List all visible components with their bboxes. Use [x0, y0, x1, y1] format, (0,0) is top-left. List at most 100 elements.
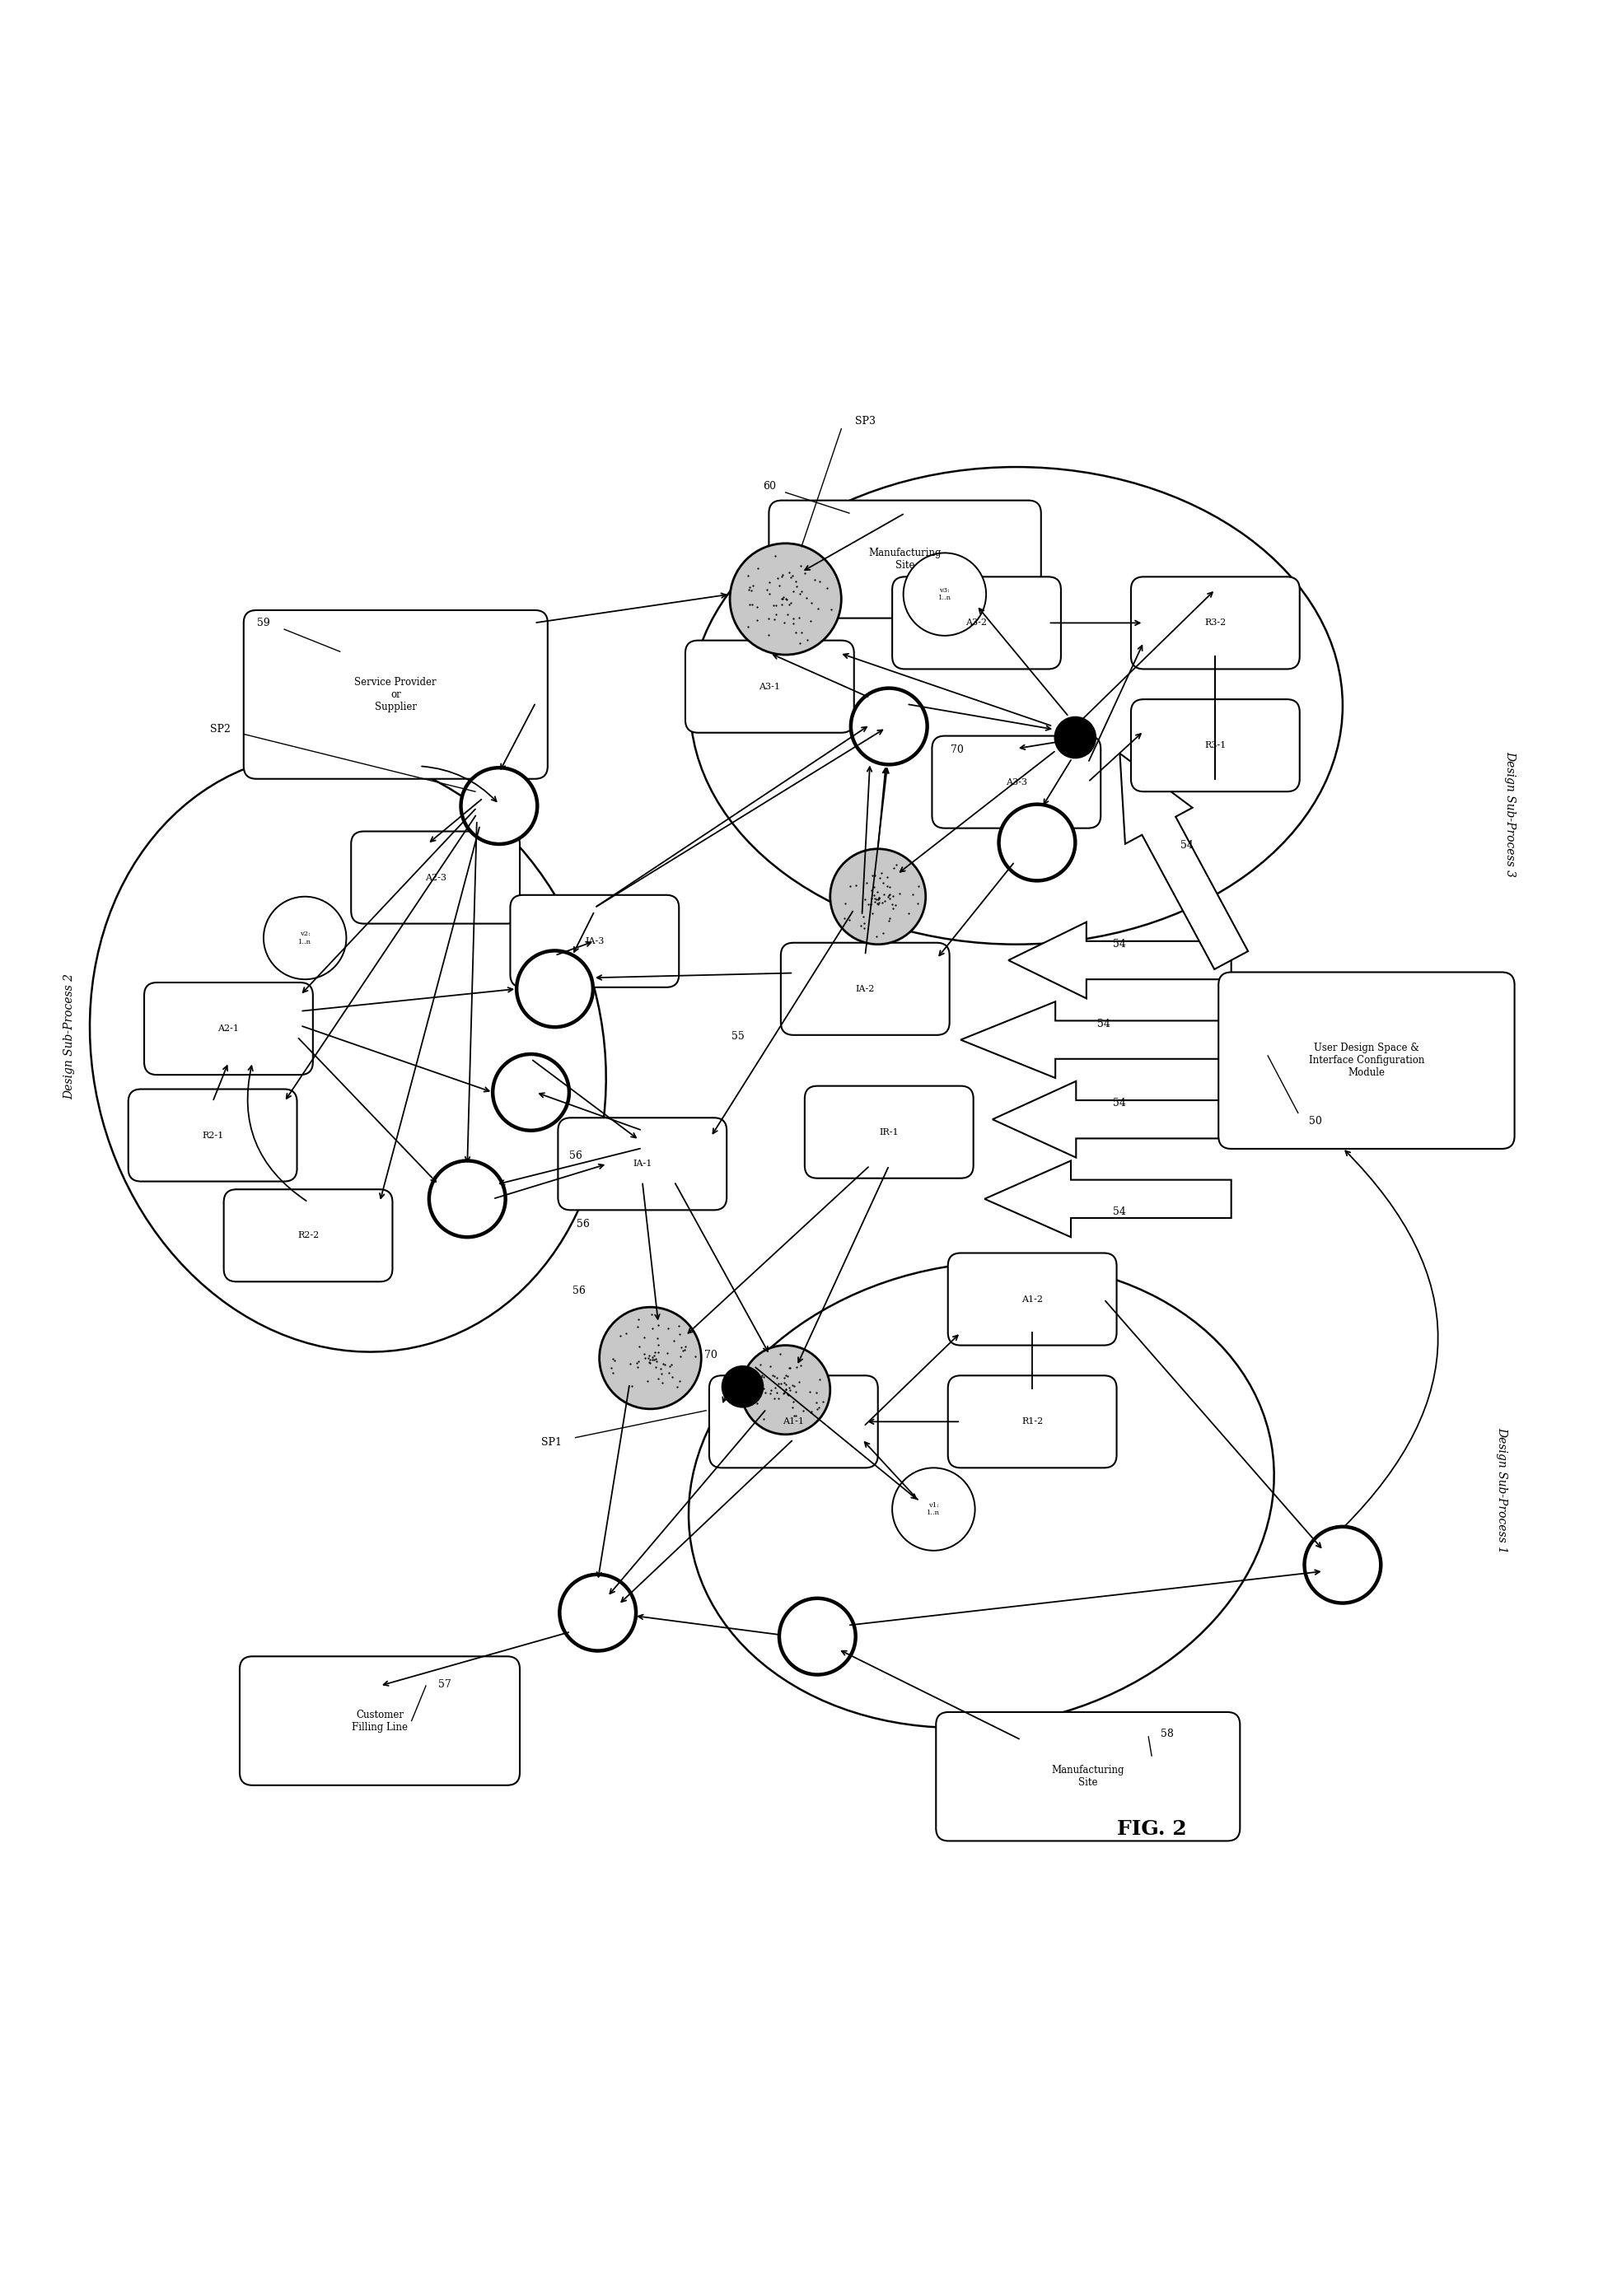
FancyBboxPatch shape	[805, 1086, 973, 1178]
Circle shape	[851, 689, 927, 765]
Text: Design Sub-Process 3: Design Sub-Process 3	[1504, 751, 1515, 877]
Text: SP2: SP2	[210, 723, 231, 735]
Text: 70: 70	[951, 744, 963, 755]
Circle shape	[830, 850, 925, 944]
Text: SP3: SP3	[854, 416, 875, 427]
FancyArrowPatch shape	[380, 827, 479, 1199]
Text: Design Sub-Process 2: Design Sub-Process 2	[64, 974, 75, 1100]
FancyArrowPatch shape	[909, 705, 1050, 730]
FancyArrowPatch shape	[303, 987, 513, 1010]
FancyArrowPatch shape	[843, 654, 1052, 726]
FancyBboxPatch shape	[936, 1713, 1241, 1841]
FancyBboxPatch shape	[1218, 971, 1515, 1148]
FancyArrowPatch shape	[862, 767, 872, 914]
FancyBboxPatch shape	[931, 737, 1101, 829]
FancyArrowPatch shape	[596, 1387, 630, 1577]
FancyBboxPatch shape	[1132, 700, 1300, 792]
Text: v1:
1..n: v1: 1..n	[927, 1502, 941, 1515]
Circle shape	[263, 898, 346, 980]
FancyArrowPatch shape	[213, 1065, 228, 1100]
FancyArrowPatch shape	[431, 799, 481, 843]
Circle shape	[729, 544, 842, 654]
FancyArrowPatch shape	[287, 815, 476, 1097]
Text: IA-2: IA-2	[856, 985, 875, 992]
FancyArrowPatch shape	[596, 728, 867, 907]
Text: A3-1: A3-1	[758, 682, 781, 691]
FancyArrowPatch shape	[303, 1026, 489, 1091]
Circle shape	[462, 767, 537, 845]
Text: R3-1: R3-1	[1204, 742, 1226, 748]
Circle shape	[430, 1162, 505, 1238]
Text: 54: 54	[1112, 1205, 1127, 1217]
Text: A2-1: A2-1	[218, 1024, 239, 1033]
Text: 60: 60	[763, 480, 776, 491]
FancyArrowPatch shape	[798, 1169, 888, 1362]
Text: A1-1: A1-1	[782, 1417, 805, 1426]
FancyBboxPatch shape	[144, 983, 313, 1075]
Text: User Design Space &
Interface Configuration
Module: User Design Space & Interface Configurat…	[1308, 1042, 1425, 1079]
Circle shape	[893, 1467, 975, 1550]
FancyBboxPatch shape	[769, 501, 1040, 618]
FancyBboxPatch shape	[244, 611, 548, 778]
Text: 56: 56	[577, 1219, 590, 1231]
FancyArrowPatch shape	[979, 608, 1068, 714]
Text: v3:
1..n: v3: 1..n	[938, 588, 951, 602]
FancyArrowPatch shape	[1088, 645, 1143, 760]
FancyBboxPatch shape	[510, 895, 680, 987]
FancyArrowPatch shape	[1044, 760, 1071, 804]
FancyArrowPatch shape	[574, 914, 593, 953]
FancyArrowPatch shape	[495, 1164, 604, 1199]
FancyArrowPatch shape	[1090, 735, 1141, 781]
Text: 55: 55	[731, 1031, 744, 1042]
FancyBboxPatch shape	[709, 1375, 878, 1467]
FancyArrowPatch shape	[1106, 1302, 1321, 1548]
FancyArrowPatch shape	[713, 912, 853, 1134]
Circle shape	[516, 951, 593, 1026]
Text: 57: 57	[439, 1678, 452, 1690]
FancyBboxPatch shape	[1132, 576, 1300, 668]
Text: IR-1: IR-1	[880, 1127, 899, 1137]
FancyArrowPatch shape	[1020, 739, 1072, 748]
FancyArrowPatch shape	[773, 654, 867, 696]
Polygon shape	[960, 1001, 1231, 1079]
FancyArrowPatch shape	[866, 1336, 959, 1426]
Circle shape	[600, 1306, 701, 1410]
FancyBboxPatch shape	[686, 641, 854, 732]
Text: v2:
1..n: v2: 1..n	[298, 930, 311, 946]
FancyArrowPatch shape	[1050, 620, 1140, 625]
Text: IA-1: IA-1	[633, 1159, 652, 1169]
FancyArrowPatch shape	[1345, 1150, 1438, 1527]
FancyArrowPatch shape	[638, 1614, 779, 1635]
Text: 56: 56	[569, 1150, 582, 1162]
FancyArrowPatch shape	[1084, 592, 1212, 719]
FancyArrowPatch shape	[842, 1651, 1020, 1738]
FancyArrowPatch shape	[537, 592, 726, 622]
FancyBboxPatch shape	[128, 1088, 297, 1182]
Text: A2-3: A2-3	[425, 872, 446, 882]
Text: R2-2: R2-2	[297, 1231, 319, 1240]
FancyArrowPatch shape	[540, 1093, 640, 1130]
Text: IA-3: IA-3	[585, 937, 604, 946]
FancyBboxPatch shape	[781, 944, 949, 1035]
Circle shape	[779, 1598, 856, 1674]
Circle shape	[559, 1575, 636, 1651]
Text: 54: 54	[1098, 1019, 1111, 1029]
FancyArrowPatch shape	[675, 1182, 768, 1352]
FancyArrowPatch shape	[878, 769, 888, 847]
Circle shape	[904, 553, 986, 636]
FancyBboxPatch shape	[947, 1375, 1117, 1467]
Circle shape	[999, 804, 1076, 882]
FancyArrowPatch shape	[723, 1380, 731, 1403]
FancyArrowPatch shape	[805, 514, 902, 569]
Text: Service Provider
or
Supplier: Service Provider or Supplier	[354, 677, 436, 712]
FancyArrowPatch shape	[755, 1368, 917, 1499]
Polygon shape	[992, 1081, 1231, 1157]
FancyArrowPatch shape	[247, 1065, 306, 1201]
FancyArrowPatch shape	[866, 769, 888, 953]
Text: 59: 59	[256, 618, 269, 629]
Text: R1-2: R1-2	[1021, 1417, 1044, 1426]
FancyArrowPatch shape	[643, 1185, 659, 1320]
FancyArrowPatch shape	[500, 1148, 640, 1185]
FancyArrowPatch shape	[556, 941, 592, 955]
FancyBboxPatch shape	[893, 576, 1061, 668]
